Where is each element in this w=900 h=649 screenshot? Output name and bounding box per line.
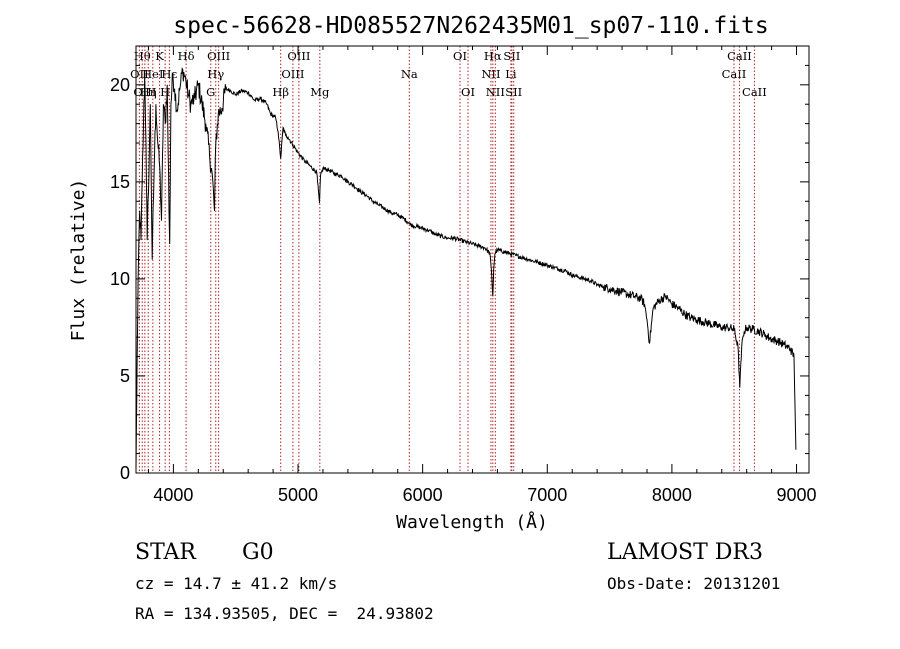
line-marker-label-0: OII [130, 67, 149, 81]
x-axis: 4000 5000 6000 7000 8000 9000 [147, 46, 817, 505]
line-marker-label-9: G [206, 85, 215, 99]
y-tick-label-0: 0 [120, 463, 130, 483]
x-tick-label-3: 7000 [527, 485, 567, 505]
line-marker-label-4: HeI [142, 67, 163, 81]
x-tick-label-0: 4000 [153, 485, 193, 505]
coordinates: RA = 134.93505, DEC = 24.93802 [135, 604, 434, 623]
line-marker-label-26: CaII [727, 49, 752, 63]
redshift-readout: cz = 14.7 ± 41.2 km/s [135, 574, 338, 593]
plot-frame [135, 45, 810, 474]
line-marker-label-15: Mg [310, 85, 330, 99]
obs-date: Obs-Date: 20131201 [607, 574, 781, 593]
y-axis: 0 5 10 15 20 [110, 64, 809, 483]
x-tick-label-4: 8000 [652, 485, 692, 505]
line-marker-label-20: Hα [484, 49, 502, 63]
spectrum-line [135, 67, 797, 472]
line-marker-label-19: NII [481, 67, 500, 81]
line-marker-label-22: Li [505, 67, 517, 81]
y-tick-label-4: 20 [110, 75, 130, 95]
object-subclass: G0 [242, 540, 274, 565]
line-marker-label-3: Hη [140, 85, 157, 99]
line-marker-label-27: CaII [742, 85, 767, 99]
line-marker-label-10: Hγ [207, 67, 224, 81]
line-marker-label-14: OIII [287, 49, 310, 63]
line-marker-label-25: CaII [722, 67, 747, 81]
line-marker-label-5: K [155, 49, 164, 63]
line-marker-label-21: NII [486, 85, 505, 99]
y-tick-label-1: 5 [120, 366, 130, 386]
y-tick-label-3: 15 [110, 172, 130, 192]
line-marker-label-1: Hθ [134, 49, 151, 63]
line-marker-label-11: OIII [207, 49, 230, 63]
y-axis-label: Flux (relative) [68, 179, 89, 342]
line-marker-label-13: OIII [281, 67, 304, 81]
x-tick-label-5: 9000 [777, 485, 817, 505]
chart-title: spec-56628-HD085527N262435M01_sp07-110.f… [173, 13, 768, 39]
x-tick-label-1: 5000 [278, 485, 318, 505]
object-class: STAR [135, 540, 196, 565]
y-tick-label-2: 10 [110, 269, 130, 289]
line-marker-label-6: H [160, 85, 170, 99]
line-marker-label-16: Na [401, 67, 418, 81]
line-marker-label-12: Hβ [272, 85, 289, 99]
x-tick-label-2: 6000 [403, 485, 443, 505]
line-marker-label-7: Hε [161, 67, 177, 81]
survey-name: LAMOST DR3 [607, 540, 763, 565]
line-marker-label-24: SII [505, 85, 522, 99]
x-axis-label: Wavelength (Å) [396, 511, 548, 533]
line-markers: OIIHθOIIIHηHeIKHHεHδGHγOIIIHβOIIIOIIIMgN… [130, 46, 767, 473]
line-marker-label-18: OI [461, 85, 475, 99]
line-marker-label-23: SII [503, 49, 520, 63]
line-marker-label-17: OI [453, 49, 467, 63]
line-marker-label-8: Hδ [178, 49, 195, 63]
